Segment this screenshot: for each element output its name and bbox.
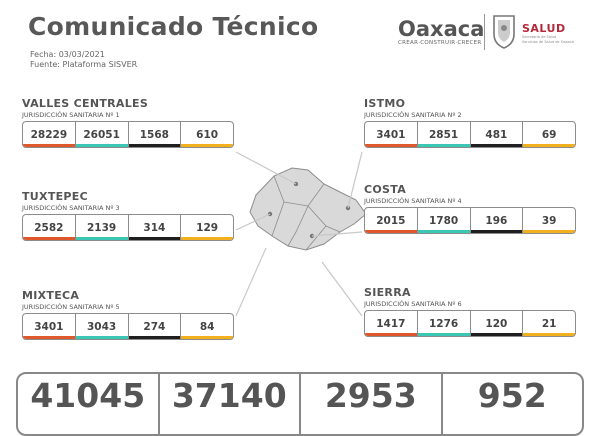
stat-3: 314 [127,215,181,240]
report-date: Fecha: 03/03/2021 [30,50,105,59]
map-region-borders [271,175,341,251]
salud-logo-subtitle-2: Servicios de Salud de Oaxaca [522,39,574,44]
stat-4: 69 [522,122,575,147]
stat-4: 610 [180,122,233,147]
stat-2: 3043 [74,314,128,339]
logo-divider [484,14,485,50]
accent-bar [523,333,575,336]
accent-bar [75,237,128,240]
region-jurisdiction: JURISDICCIÓN SANITARIA Nº 5 [22,303,120,311]
region-istmo: ISTMO JURISDICCIÓN SANITARIA Nº 2 3401 2… [364,98,576,148]
region-mixteca: MIXTECA JURISDICCIÓN SANITARIA Nº 5 3401… [22,290,234,340]
salud-logo: SALUD Secretaría de Salud Servicios de S… [522,22,592,44]
stat-4: 21 [522,311,575,336]
stat-1: 2015 [365,208,417,233]
stat-3: 274 [127,314,181,339]
region-name: VALLES CENTRALES [22,97,149,110]
stat-4: 129 [180,215,233,240]
region-jurisdiction: JURISDICCIÓN SANITARIA Nº 3 [22,204,120,212]
accent-bar [470,230,523,233]
salud-logo-subtitle-1: Secretaría de Salud [522,35,557,39]
accent-bar [417,333,470,336]
region-tuxtepec: TUXTEPEC JURISDICCIÓN SANITARIA Nº 3 258… [22,191,234,241]
stat-3: 120 [469,311,523,336]
accent-bar [523,230,575,233]
region-name: TUXTEPEC [22,190,88,203]
region-jurisdiction: JURISDICCIÓN SANITARIA Nº 1 [22,111,120,119]
region-stats: 1417 1276 120 21 [364,310,576,337]
accent-bar [181,336,233,339]
data-source: Fuente: Plataforma SISVER [30,60,138,69]
total-1: 41045 [30,376,146,415]
accent-bar [523,144,575,147]
accent-bar [365,230,417,233]
state-totals: 41045 37140 2953 952 [16,372,584,436]
accent-bar [470,333,523,336]
accent-bar [23,336,75,339]
stat-2: 2851 [416,122,470,147]
total-4: 952 [440,374,583,434]
accent-bar [128,237,181,240]
region-jurisdiction: JURISDICCIÓN SANITARIA Nº 4 [364,197,462,205]
region-name: MIXTECA [22,289,80,302]
stat-3: 481 [469,122,523,147]
stat-1: 3401 [365,122,417,147]
region-valles-centrales: VALLES CENTRALES JURISDICCIÓN SANITARIA … [22,98,234,148]
region-jurisdiction: JURISDICCIÓN SANITARIA Nº 2 [364,111,462,119]
region-stats: 2015 1780 196 39 [364,207,576,234]
accent-bar [23,144,75,147]
stat-1: 3401 [23,314,75,339]
accent-bar [417,144,470,147]
total-3: 2953 [299,374,441,434]
accent-bar [128,144,181,147]
map-marker-istmo [345,205,351,211]
oaxaca-logo-tagline: CREAR·CONSTRUIR·CRECER [398,40,482,46]
state-seal-icon [493,15,515,49]
stat-1: 2582 [23,215,75,240]
stat-4: 84 [180,314,233,339]
map-marker-tuxtepec [267,211,273,217]
stat-4: 39 [522,208,575,233]
stat-2: 2139 [74,215,128,240]
region-stats: 28229 26051 1568 610 [22,121,234,148]
accent-bar [365,333,417,336]
stat-1: 28229 [23,122,75,147]
region-name: COSTA [364,183,407,196]
accent-bar [365,144,417,147]
accent-bar [181,144,233,147]
region-stats: 3401 3043 274 84 [22,313,234,340]
accent-bar [23,237,75,240]
page-title: Comunicado Técnico [28,12,319,41]
map-marker-costa [309,233,315,239]
accent-bar [128,336,181,339]
oaxaca-logo-word: Oaxaca [398,17,485,41]
accent-bar [470,144,523,147]
region-sierra: SIERRA JURISDICCIÓN SANITARIA Nº 6 1417 … [364,287,576,337]
oaxaca-logo: Oaxaca CREAR·CONSTRUIR·CRECER [398,17,485,52]
accent-bar [181,237,233,240]
stat-2: 1780 [416,208,470,233]
accent-bar [417,230,470,233]
stat-1: 1417 [365,311,417,336]
accent-bar [75,144,128,147]
salud-logo-word: SALUD [522,22,566,35]
oaxaca-map [249,167,367,251]
stat-3: 1568 [127,122,181,147]
region-name: ISTMO [364,97,406,110]
stat-2: 1276 [416,311,470,336]
accent-bar [75,336,128,339]
region-name: SIERRA [364,286,411,299]
stat-3: 196 [469,208,523,233]
region-stats: 2582 2139 314 129 [22,214,234,241]
stat-2: 26051 [74,122,128,147]
total-2: 37140 [157,374,300,434]
region-jurisdiction: JURISDICCIÓN SANITARIA Nº 6 [364,300,462,308]
region-stats: 3401 2851 481 69 [364,121,576,148]
region-costa: COSTA JURISDICCIÓN SANITARIA Nº 4 2015 1… [364,184,576,234]
map-marker-valles [293,181,299,187]
